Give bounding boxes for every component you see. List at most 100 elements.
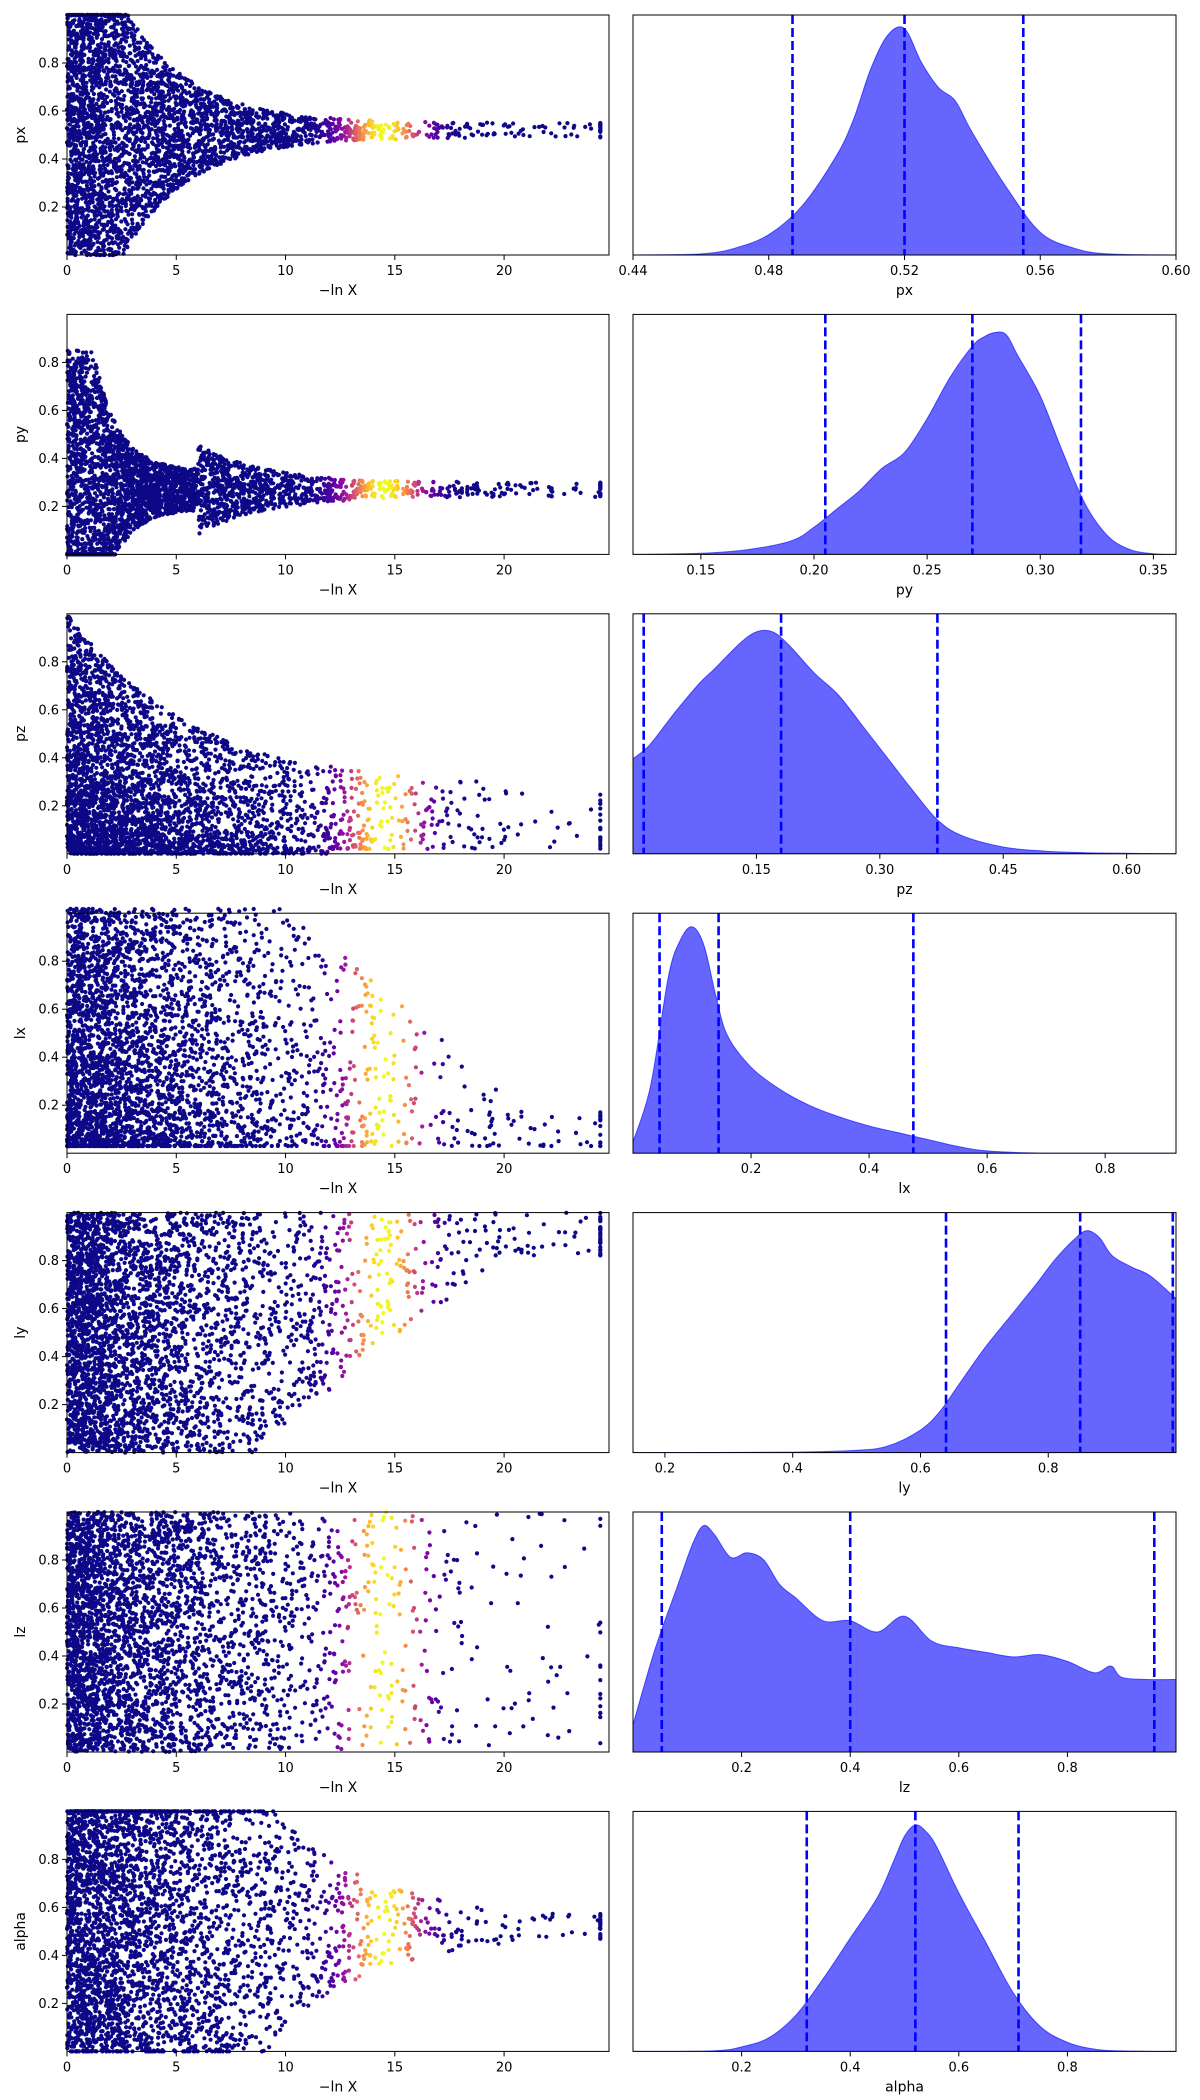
trace-px-point (109, 84, 113, 88)
trace-px-point (109, 99, 113, 103)
trace-px-point (141, 218, 145, 222)
trace-px-point (88, 45, 92, 49)
trace-px-point (91, 97, 95, 101)
trace-px-point (108, 148, 112, 152)
trace-px-point (93, 145, 97, 149)
trace-px-point (97, 69, 101, 73)
trace-px-point (156, 138, 160, 142)
trace-px-point (76, 239, 80, 243)
trace-px-point (75, 76, 79, 80)
trace-px-point (122, 248, 126, 252)
trace-px-point (123, 186, 127, 190)
trace-px-point (130, 218, 134, 222)
trace-px-point (74, 193, 78, 197)
trace-px-point (139, 198, 143, 202)
trace-px-point (104, 150, 108, 154)
trace-px-point (72, 236, 76, 240)
trace-px-point (116, 22, 120, 26)
trace-px-point (135, 95, 139, 99)
trace-px-point (126, 238, 130, 242)
trace-px-point (74, 144, 78, 148)
trace-px-point (152, 92, 156, 96)
trace-px-point (122, 94, 126, 98)
trace-plot-figure: 0.20.40.60.8−ln Xpx0 5 10 15 20px0.44 0.48 0.5… (0, 0, 1200, 2100)
trace-px-point (124, 39, 128, 43)
trace-px-point (82, 36, 86, 40)
trace-px-point (120, 209, 124, 213)
trace-px-point (100, 65, 104, 69)
trace-px-point (74, 250, 78, 254)
trace-px-point (137, 225, 141, 229)
trace-px-point (128, 116, 132, 120)
trace-px-point (74, 60, 78, 64)
trace-px-point (112, 94, 116, 98)
trace-px-point (108, 153, 112, 157)
trace-px-point (107, 40, 111, 44)
trace-px-point (120, 89, 124, 93)
trace-px-point (95, 152, 99, 156)
trace-px-point (128, 51, 132, 55)
trace-px-point (124, 119, 128, 123)
trace-px-point (76, 198, 80, 202)
trace-px-point (70, 240, 74, 244)
trace-px-point (102, 127, 106, 131)
trace-px-point (125, 35, 129, 39)
trace-px-point (141, 186, 145, 190)
trace-px-point (130, 180, 134, 184)
trace-px-point (93, 171, 97, 175)
trace-px-point (103, 204, 107, 208)
trace-px-point (103, 53, 107, 57)
trace-px-point (103, 145, 107, 149)
trace-px-point (144, 63, 148, 67)
trace-px-point (100, 187, 104, 191)
trace-px-point (150, 127, 154, 131)
trace-px-point (75, 216, 79, 220)
trace-px-point (115, 59, 119, 63)
trace-px-point (140, 131, 144, 135)
trace-px-point (157, 149, 161, 153)
trace-px-point (95, 225, 99, 229)
trace-px-point (120, 106, 124, 110)
trace-px-point (147, 173, 151, 177)
trace-px-point (114, 188, 118, 192)
trace-px-point (129, 176, 133, 180)
trace-px-point (83, 74, 87, 78)
trace-px-point (101, 25, 105, 29)
trace-px-point (142, 168, 146, 172)
trace-px-point (131, 23, 135, 27)
trace-px-point (103, 132, 107, 136)
trace-px-point (98, 140, 102, 144)
trace-px-point (110, 171, 114, 175)
trace-px-point (76, 124, 80, 128)
trace-px-point (122, 98, 126, 102)
trace-px-point (115, 175, 119, 179)
trace-px-point (99, 45, 103, 49)
trace-px-point (144, 104, 148, 108)
trace-px-point (84, 196, 88, 200)
trace-px-point (91, 39, 95, 43)
trace-px-point (92, 167, 96, 171)
trace-px-point (128, 137, 132, 141)
trace-px-point (102, 69, 106, 73)
trace-px-point (123, 227, 127, 231)
trace-px-point (117, 158, 121, 162)
trace-px-point (119, 123, 123, 127)
trace-px-point (147, 169, 151, 173)
trace-px-point (118, 64, 122, 68)
trace-px-point (119, 231, 123, 235)
trace-px-point (134, 64, 138, 68)
trace-px-point (115, 180, 119, 184)
trace-px-point (86, 214, 90, 218)
trace-px-point (137, 213, 141, 217)
trace-px-point (90, 123, 94, 127)
trace-px-point (81, 234, 85, 238)
trace-px-point (91, 200, 95, 204)
trace-px-point (146, 145, 150, 149)
trace-px-point (132, 37, 136, 41)
trace-px-point (106, 76, 110, 80)
trace-px-point (68, 86, 72, 90)
trace-px-point (141, 222, 145, 226)
trace-px-point (126, 14, 130, 18)
trace-px-point (99, 167, 103, 171)
trace-px-point (124, 82, 128, 86)
